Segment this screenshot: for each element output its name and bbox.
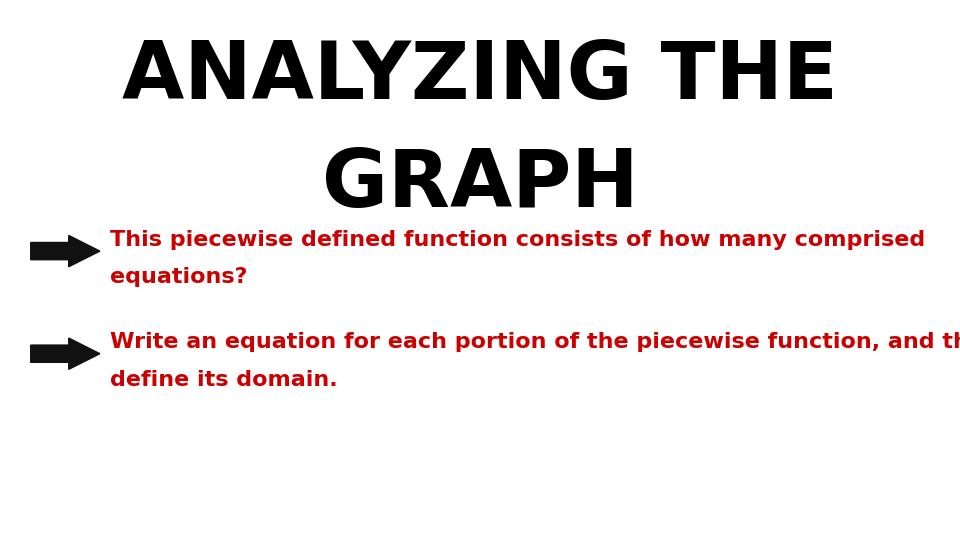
Text: define its domain.: define its domain.	[110, 370, 338, 390]
Text: GRAPH: GRAPH	[322, 146, 638, 224]
Text: ANALYZING THE: ANALYZING THE	[122, 38, 838, 116]
Polygon shape	[31, 235, 100, 267]
Polygon shape	[31, 338, 100, 369]
Text: Write an equation for each portion of the piecewise function, and then: Write an equation for each portion of th…	[110, 332, 960, 352]
Text: equations?: equations?	[110, 267, 248, 287]
Text: This piecewise defined function consists of how many comprised: This piecewise defined function consists…	[110, 230, 925, 249]
